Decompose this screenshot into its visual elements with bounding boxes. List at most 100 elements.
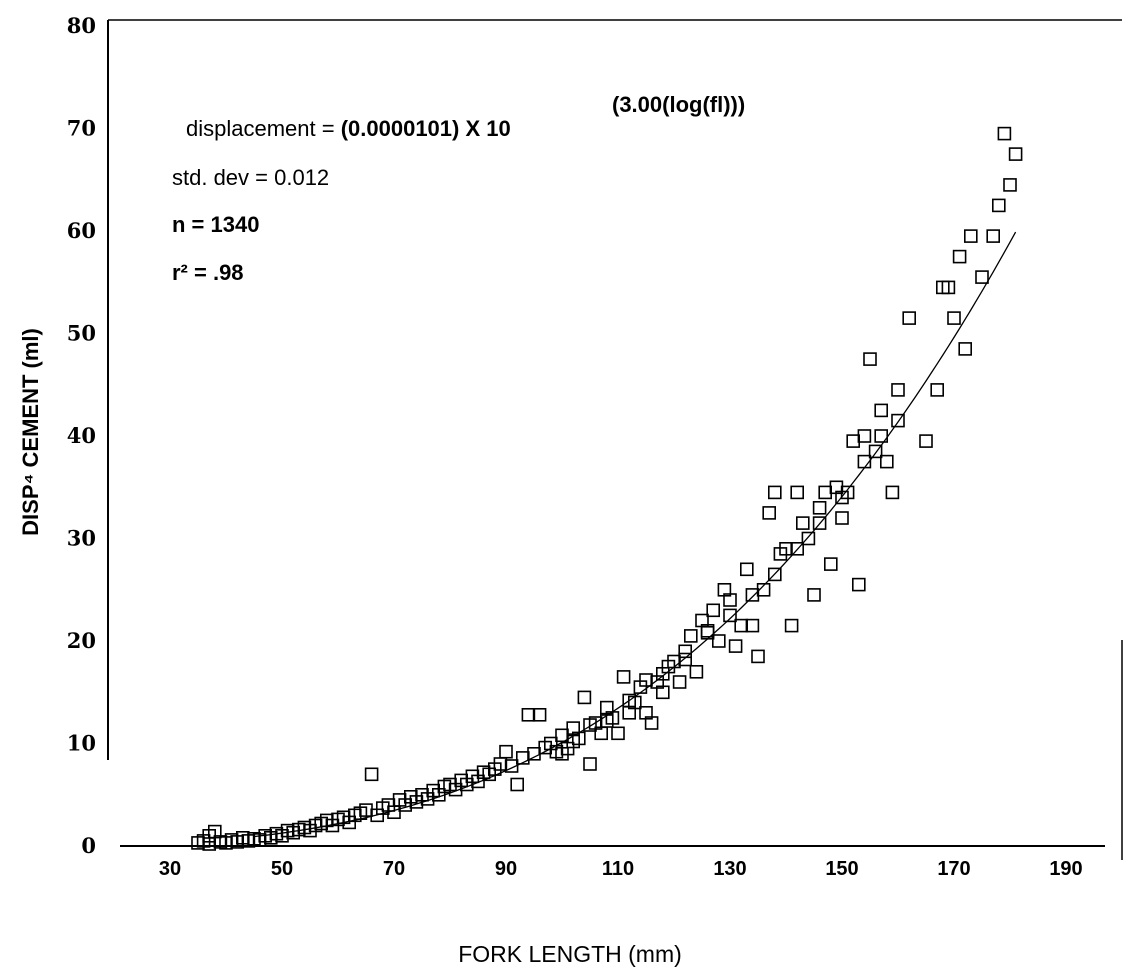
data-point [745, 588, 760, 602]
y-tick-label: 80 [67, 13, 96, 38]
data-point [739, 562, 754, 577]
data-point [711, 634, 726, 648]
data-point [812, 516, 827, 530]
x-tick-label: 170 [937, 858, 970, 880]
equation-formula: (0.0000101) X 10 [341, 116, 511, 141]
y-tick-label: 40 [67, 423, 96, 448]
data-point [510, 777, 525, 792]
data-point [599, 714, 614, 728]
data-point [857, 429, 872, 443]
x-tick-label: 70 [383, 858, 405, 880]
data-point [1008, 147, 1023, 161]
data-point [644, 716, 659, 730]
y-tick-label: 70 [67, 116, 96, 141]
data-point [835, 511, 849, 525]
data-point [891, 413, 905, 428]
data-point [756, 582, 771, 597]
data-point [874, 403, 889, 418]
data-point [874, 429, 889, 443]
x-tick-label: 90 [495, 858, 517, 880]
data-point [728, 639, 743, 653]
data-point [879, 454, 894, 469]
data-point [952, 249, 967, 264]
n-annotation: n = 1340 [172, 212, 259, 237]
data-point [683, 629, 698, 643]
data-point [885, 485, 900, 500]
data-point [678, 652, 693, 667]
data-point [795, 516, 810, 530]
x-tick-label: 130 [713, 858, 746, 880]
std-dev-annotation: std. dev = 0.012 [172, 165, 329, 190]
data-point [532, 707, 547, 722]
data-point [835, 490, 849, 505]
data-point [812, 500, 827, 515]
data-point [868, 444, 883, 459]
data-point [655, 685, 670, 700]
data-point [818, 485, 833, 500]
data-point [583, 718, 597, 732]
x-tick-label: 50 [271, 858, 293, 880]
data-point [723, 608, 737, 623]
data-point [767, 567, 782, 582]
data-point [941, 280, 956, 295]
data-point [790, 541, 805, 556]
data-point [986, 229, 1001, 243]
data-point [891, 383, 905, 397]
r-squared-annotation: r² = .98 [172, 260, 244, 285]
data-point [639, 673, 653, 687]
data-point [997, 126, 1012, 141]
data-point [521, 707, 536, 722]
equation-prefix: displacement = [186, 116, 341, 141]
data-point [745, 618, 760, 633]
x-axis-title: FORK LENGTH (mm) [458, 941, 682, 967]
data-point [963, 229, 978, 243]
data-point [672, 675, 687, 689]
y-tick-label: 10 [67, 731, 96, 756]
data-point [919, 434, 933, 448]
x-tick-label: 110 [602, 858, 634, 880]
data-point [863, 352, 877, 366]
data-point [958, 342, 973, 356]
data-point [723, 593, 737, 607]
data-point [857, 454, 872, 469]
data-point [622, 693, 637, 708]
data-point [823, 557, 838, 571]
data-point [801, 531, 816, 546]
data-point [616, 670, 631, 684]
data-points-layer [191, 126, 1023, 851]
y-tick-label: 20 [67, 628, 96, 653]
data-point [767, 485, 782, 500]
data-point [807, 588, 821, 602]
fit-curve-layer [253, 231, 1017, 838]
data-point [706, 603, 721, 618]
data-point [851, 577, 866, 592]
y-tick-label: 50 [67, 321, 96, 346]
y-tick-label: 30 [67, 526, 96, 551]
y-tick-label: 60 [67, 218, 96, 243]
y-axis-title: DISP⁴ CEMENT (ml) [18, 328, 43, 536]
x-tick-label: 30 [159, 858, 181, 880]
data-point [734, 618, 749, 633]
fit-curve [253, 231, 1017, 838]
data-point [611, 726, 625, 741]
data-point [527, 746, 541, 761]
data-point [555, 746, 569, 761]
data-point [504, 759, 519, 773]
data-point [846, 434, 861, 448]
equation-exponent: (3.00(log(fl))) [612, 92, 745, 117]
data-point [700, 625, 715, 640]
equation-annotation: displacement = (0.0000101) X 10 [186, 116, 511, 141]
x-tick-label: 190 [1049, 858, 1082, 880]
data-point [1003, 178, 1017, 192]
data-point [902, 311, 917, 325]
y-tick-label: 0 [81, 833, 96, 858]
data-point [364, 767, 379, 782]
data-point [583, 757, 597, 771]
data-point [751, 649, 765, 664]
x-tick-labels: 30 50 70 90 110 130 150 170 190 [159, 858, 1083, 880]
data-point [577, 690, 592, 705]
data-point [762, 506, 777, 520]
data-point [930, 383, 945, 397]
data-point [784, 618, 799, 633]
